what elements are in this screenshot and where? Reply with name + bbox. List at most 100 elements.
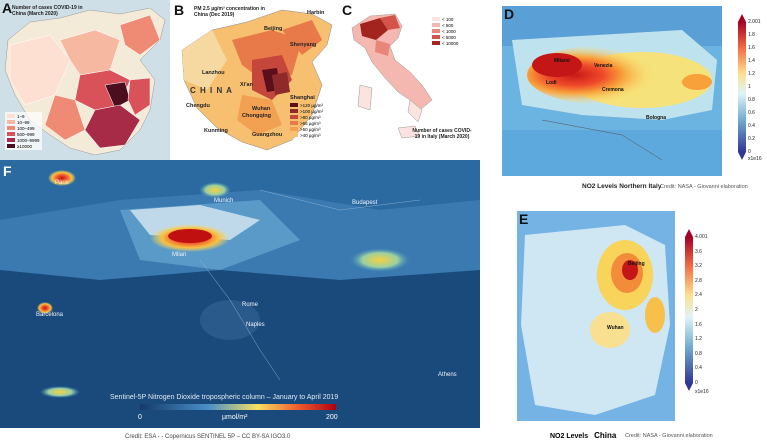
colorbar-tick: 1.6 [748,45,755,51]
colorbar-tick: 0.8 [695,350,702,357]
panel-a-legend-item: 500–999 [7,131,40,137]
panel-a-legend-label: 100–499 [17,125,35,131]
panel-f-tag: F [3,163,12,179]
colorbar-tick: 0 [695,380,698,386]
panel-a-legend-label: 500–999 [17,131,35,137]
panel-d-credit: Credit: NASA - Giovanni elaboration [660,184,748,190]
china-covid-map [0,0,170,160]
colorbar-tick: 1 [748,84,751,90]
panel-b-tag: B [174,2,185,18]
no2-china-heatmap [517,211,693,421]
city-label: Munich [214,198,234,204]
colorbar-tick: 1.4 [748,58,755,64]
panel-b-legend-label: >120 µg/m³ [300,102,323,108]
panel-a-tag: A [2,0,13,16]
panel-b-legend-label: >65 µg/m³ [300,120,321,126]
colorbar-tick: 2.8 [695,277,702,284]
panel-a-legend-swatch [7,126,15,130]
panel-e-caption-country: China [594,431,617,440]
city-label: Milano [554,58,570,64]
panel-a-legend-swatch [7,120,15,124]
panel-a-legend-label: 1000–9999 [17,137,40,143]
city-label: Bologna [646,115,666,121]
colorbar-tick: 3.2 [695,263,702,270]
panel-b-legend-item: >100 µg/m³ [290,108,323,114]
city-label: Beijing [628,261,645,267]
panel-b-legend-swatch [290,121,298,125]
panel-a-legend-swatch [7,132,15,136]
panel-a-legend-item: 1–9 [7,113,40,119]
panel-e-caption-prefix: NO2 Levels [550,433,589,440]
panel-b-legend-label: >50 µg/m³ [300,126,321,132]
panel-c-tag: C [342,2,353,18]
panel-a-legend-item: ≥10000 [7,143,40,149]
panel-e-caption: NO2 Levels China [550,431,616,440]
panel-b-legend-label: >100 µg/m³ [300,108,323,114]
panel-d-unit: x1e16 [748,156,762,162]
colorbar-tick: 0 [748,149,751,155]
colorbar-tick: 0.4 [695,365,702,372]
panel-b-china-pm25-map: B PM 2.5 µg/m³ concentration in China (D… [172,0,340,160]
panel-b-title: PM 2.5 µg/m³ concentration in China (Dec… [194,6,265,18]
panel-e-unit: x1e16 [695,389,709,395]
panel-b-legend-item: >50 µg/m³ [290,126,323,132]
panel-b-legend-swatch [290,109,298,113]
panel-f-sentinel-europe-no2: F Paris Munich Budapest Milan Barcelona Rome N… [0,160,480,428]
panel-a-title: Number of cases COVID-19 in China (March… [12,5,83,17]
city-label: Kunming [204,128,228,134]
colorbar-tick: 4.001 [695,234,708,240]
city-label: Xi'an [240,82,253,88]
city-label: Chengdu [186,103,210,109]
panel-a-legend-item: 1000–9999 [7,137,40,143]
city-label: Budapest [352,200,378,206]
city-label: Chongqing [242,113,272,119]
panel-c-legend-label: < 10000 [442,40,459,46]
city-label: Beijing [264,26,283,32]
panel-b-legend-label: >80 µg/m³ [300,114,321,120]
panel-a-legend-item: 100–499 [7,125,40,131]
city-label: Lanzhou [202,70,225,76]
panel-c-legend-item: < 1000 [432,28,458,34]
panel-b-legend-item: >40 µg/m³ [290,132,323,138]
city-label: Milan [172,252,187,258]
panel-c-italy-covid-map: C < 100 < 500 < 1000 < 5000 < 10000 Number o… [340,0,480,160]
colorbar-tick: 1.6 [695,321,702,328]
panel-a-legend: 1–9 10–99 100–499 500–999 1000–9999 ≥10000 [5,112,42,150]
panel-a-legend-item: 10–99 [7,119,40,125]
panel-c-caption: Number of cases COVID-19 in Italy (March… [412,128,472,140]
sentinel-no2-map [0,160,480,428]
panel-a-legend-swatch [7,144,15,148]
panel-b-legend-item: >120 µg/m³ [290,102,323,108]
city-label: Shanghai [290,95,315,101]
panel-b-legend-swatch [290,115,298,119]
panel-a-legend-label: 10–99 [17,119,30,125]
panel-b-legend-item: >80 µg/m³ [290,114,323,120]
colorbar-tick: 3.6 [695,248,702,255]
panel-c-legend-label: < 100 [442,16,454,22]
panel-c-legend-swatch [432,23,440,27]
panel-b-legend: >120 µg/m³ >100 µg/m³ >80 µg/m³ >65 µg/m³ >5… [290,102,323,138]
city-label: Naples [246,322,265,328]
city-label: Barcelona [36,312,64,318]
colorbar-tick: 2 [695,307,698,313]
panel-c-legend-swatch [432,35,440,39]
city-label: Venezia [594,63,613,69]
panel-a-legend-label: ≥10000 [17,143,32,149]
panel-c-legend-item: < 100 [432,16,458,22]
panel-f-scale-unit: µmol/m² [222,414,248,421]
panel-b-legend-swatch [290,127,298,131]
city-label: Athens [438,372,457,378]
panel-f-scale-min: 0 [138,414,142,421]
panel-c-legend-label: < 5000 [442,34,456,40]
colorbar-tick: 2.001 [748,19,761,25]
city-label: Wuhan [252,106,271,112]
panel-c-legend-swatch [432,41,440,45]
panel-a-legend-swatch [7,114,15,118]
panel-f-scale-max: 200 [326,414,338,421]
panel-c-legend-item: < 10000 [432,40,458,46]
colorbar-tick: 0.8 [748,97,755,103]
city-label: Wuhan [607,325,624,331]
no2-italy-heatmap [502,6,746,176]
colorbar-tick: 0.6 [748,110,755,116]
panel-c-legend-swatch [432,17,440,21]
